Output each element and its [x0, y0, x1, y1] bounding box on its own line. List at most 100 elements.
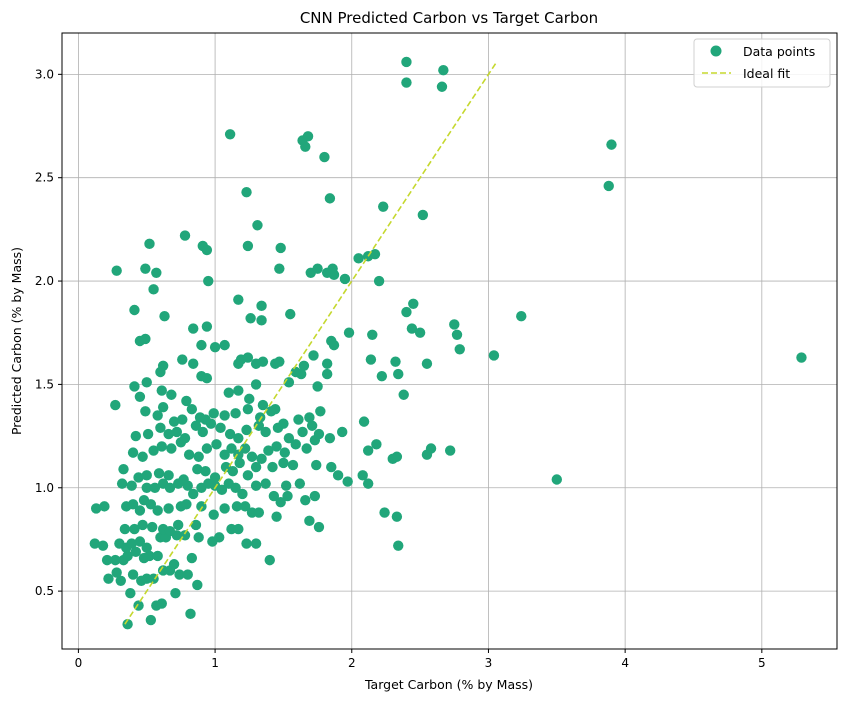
data-point [149, 482, 161, 493]
data-point [193, 451, 204, 462]
data-point [201, 321, 213, 332]
data-point [260, 426, 271, 438]
data-point [99, 501, 110, 512]
data-point [193, 532, 204, 543]
data-point [283, 432, 295, 444]
data-point [200, 466, 211, 477]
data-point [257, 356, 269, 367]
grid [62, 33, 837, 649]
data-point [130, 430, 142, 442]
data-point [326, 335, 337, 347]
data-point [144, 238, 155, 250]
data-point [444, 445, 456, 456]
data-point [250, 480, 262, 491]
data-point [408, 298, 419, 309]
data-point [111, 265, 122, 276]
data-point [293, 414, 304, 425]
data-point [451, 329, 463, 340]
data-point [312, 263, 323, 274]
data-point [339, 273, 351, 285]
data-point [421, 358, 433, 369]
data-point [378, 201, 389, 212]
data-point [197, 426, 208, 438]
data-point [215, 422, 226, 434]
data-point [278, 418, 289, 429]
data-point [488, 350, 500, 361]
data-point [129, 304, 140, 316]
data-point [282, 490, 293, 502]
data-point [110, 399, 121, 411]
data-point [302, 131, 314, 142]
data-point [342, 476, 353, 487]
ideal-fit-line [124, 61, 498, 625]
data-point [254, 412, 266, 423]
data-point [362, 478, 374, 489]
data-point [90, 503, 102, 514]
data-point [401, 56, 412, 68]
data-point [337, 426, 348, 438]
data-point [168, 559, 180, 570]
data-point [304, 515, 315, 527]
data-point [332, 470, 344, 481]
data-point [257, 399, 269, 411]
data-point [230, 408, 241, 419]
data-point [141, 482, 152, 493]
data-point [126, 538, 137, 549]
data-point [242, 352, 254, 363]
data-point [264, 554, 275, 566]
data-point [127, 447, 139, 458]
data-point [313, 428, 325, 440]
data-point [233, 294, 244, 305]
data-point [159, 310, 170, 322]
data-point [152, 410, 163, 421]
data-point [274, 263, 285, 274]
legend-marker-data-points [710, 45, 722, 57]
data-point [326, 461, 337, 473]
data-point [137, 451, 148, 462]
data-point [454, 344, 465, 355]
x-tick-label: 0 [75, 656, 83, 670]
legend-label-ideal-fit: Ideal fit [743, 66, 790, 81]
data-point [324, 193, 336, 204]
data-point [185, 608, 196, 620]
data-point [237, 488, 248, 500]
data-point [170, 587, 181, 599]
data-point [156, 441, 167, 452]
data-point [250, 461, 262, 473]
data-points [89, 56, 807, 630]
data-point [278, 457, 289, 469]
data-point [178, 474, 189, 485]
data-point [300, 494, 311, 506]
data-point [213, 532, 225, 543]
data-point [119, 523, 131, 535]
data-point [353, 253, 364, 264]
data-point [196, 339, 207, 351]
data-point [274, 356, 285, 367]
data-point [103, 573, 114, 584]
data-point [551, 474, 562, 485]
data-point [796, 352, 807, 363]
data-point [188, 488, 199, 500]
data-point [145, 499, 157, 510]
data-point [181, 395, 192, 407]
data-point [250, 379, 262, 390]
data-point [155, 422, 166, 434]
data-point [164, 525, 176, 537]
data-point [242, 404, 254, 415]
data-point [226, 443, 237, 454]
data-point [201, 373, 213, 384]
data-point [224, 129, 236, 140]
data-point [97, 540, 109, 551]
chart-title: CNN Predicted Carbon vs Target Carbon [300, 9, 598, 27]
data-point [438, 65, 449, 76]
data-point [188, 323, 199, 334]
x-axis-label: Target Carbon (% by Mass) [364, 677, 533, 692]
data-point [270, 404, 281, 415]
data-point [200, 414, 211, 425]
y-tick-label: 1.0 [35, 481, 54, 495]
data-point [393, 368, 404, 380]
data-point [144, 550, 155, 562]
data-point [115, 575, 126, 586]
data-point [290, 439, 301, 450]
